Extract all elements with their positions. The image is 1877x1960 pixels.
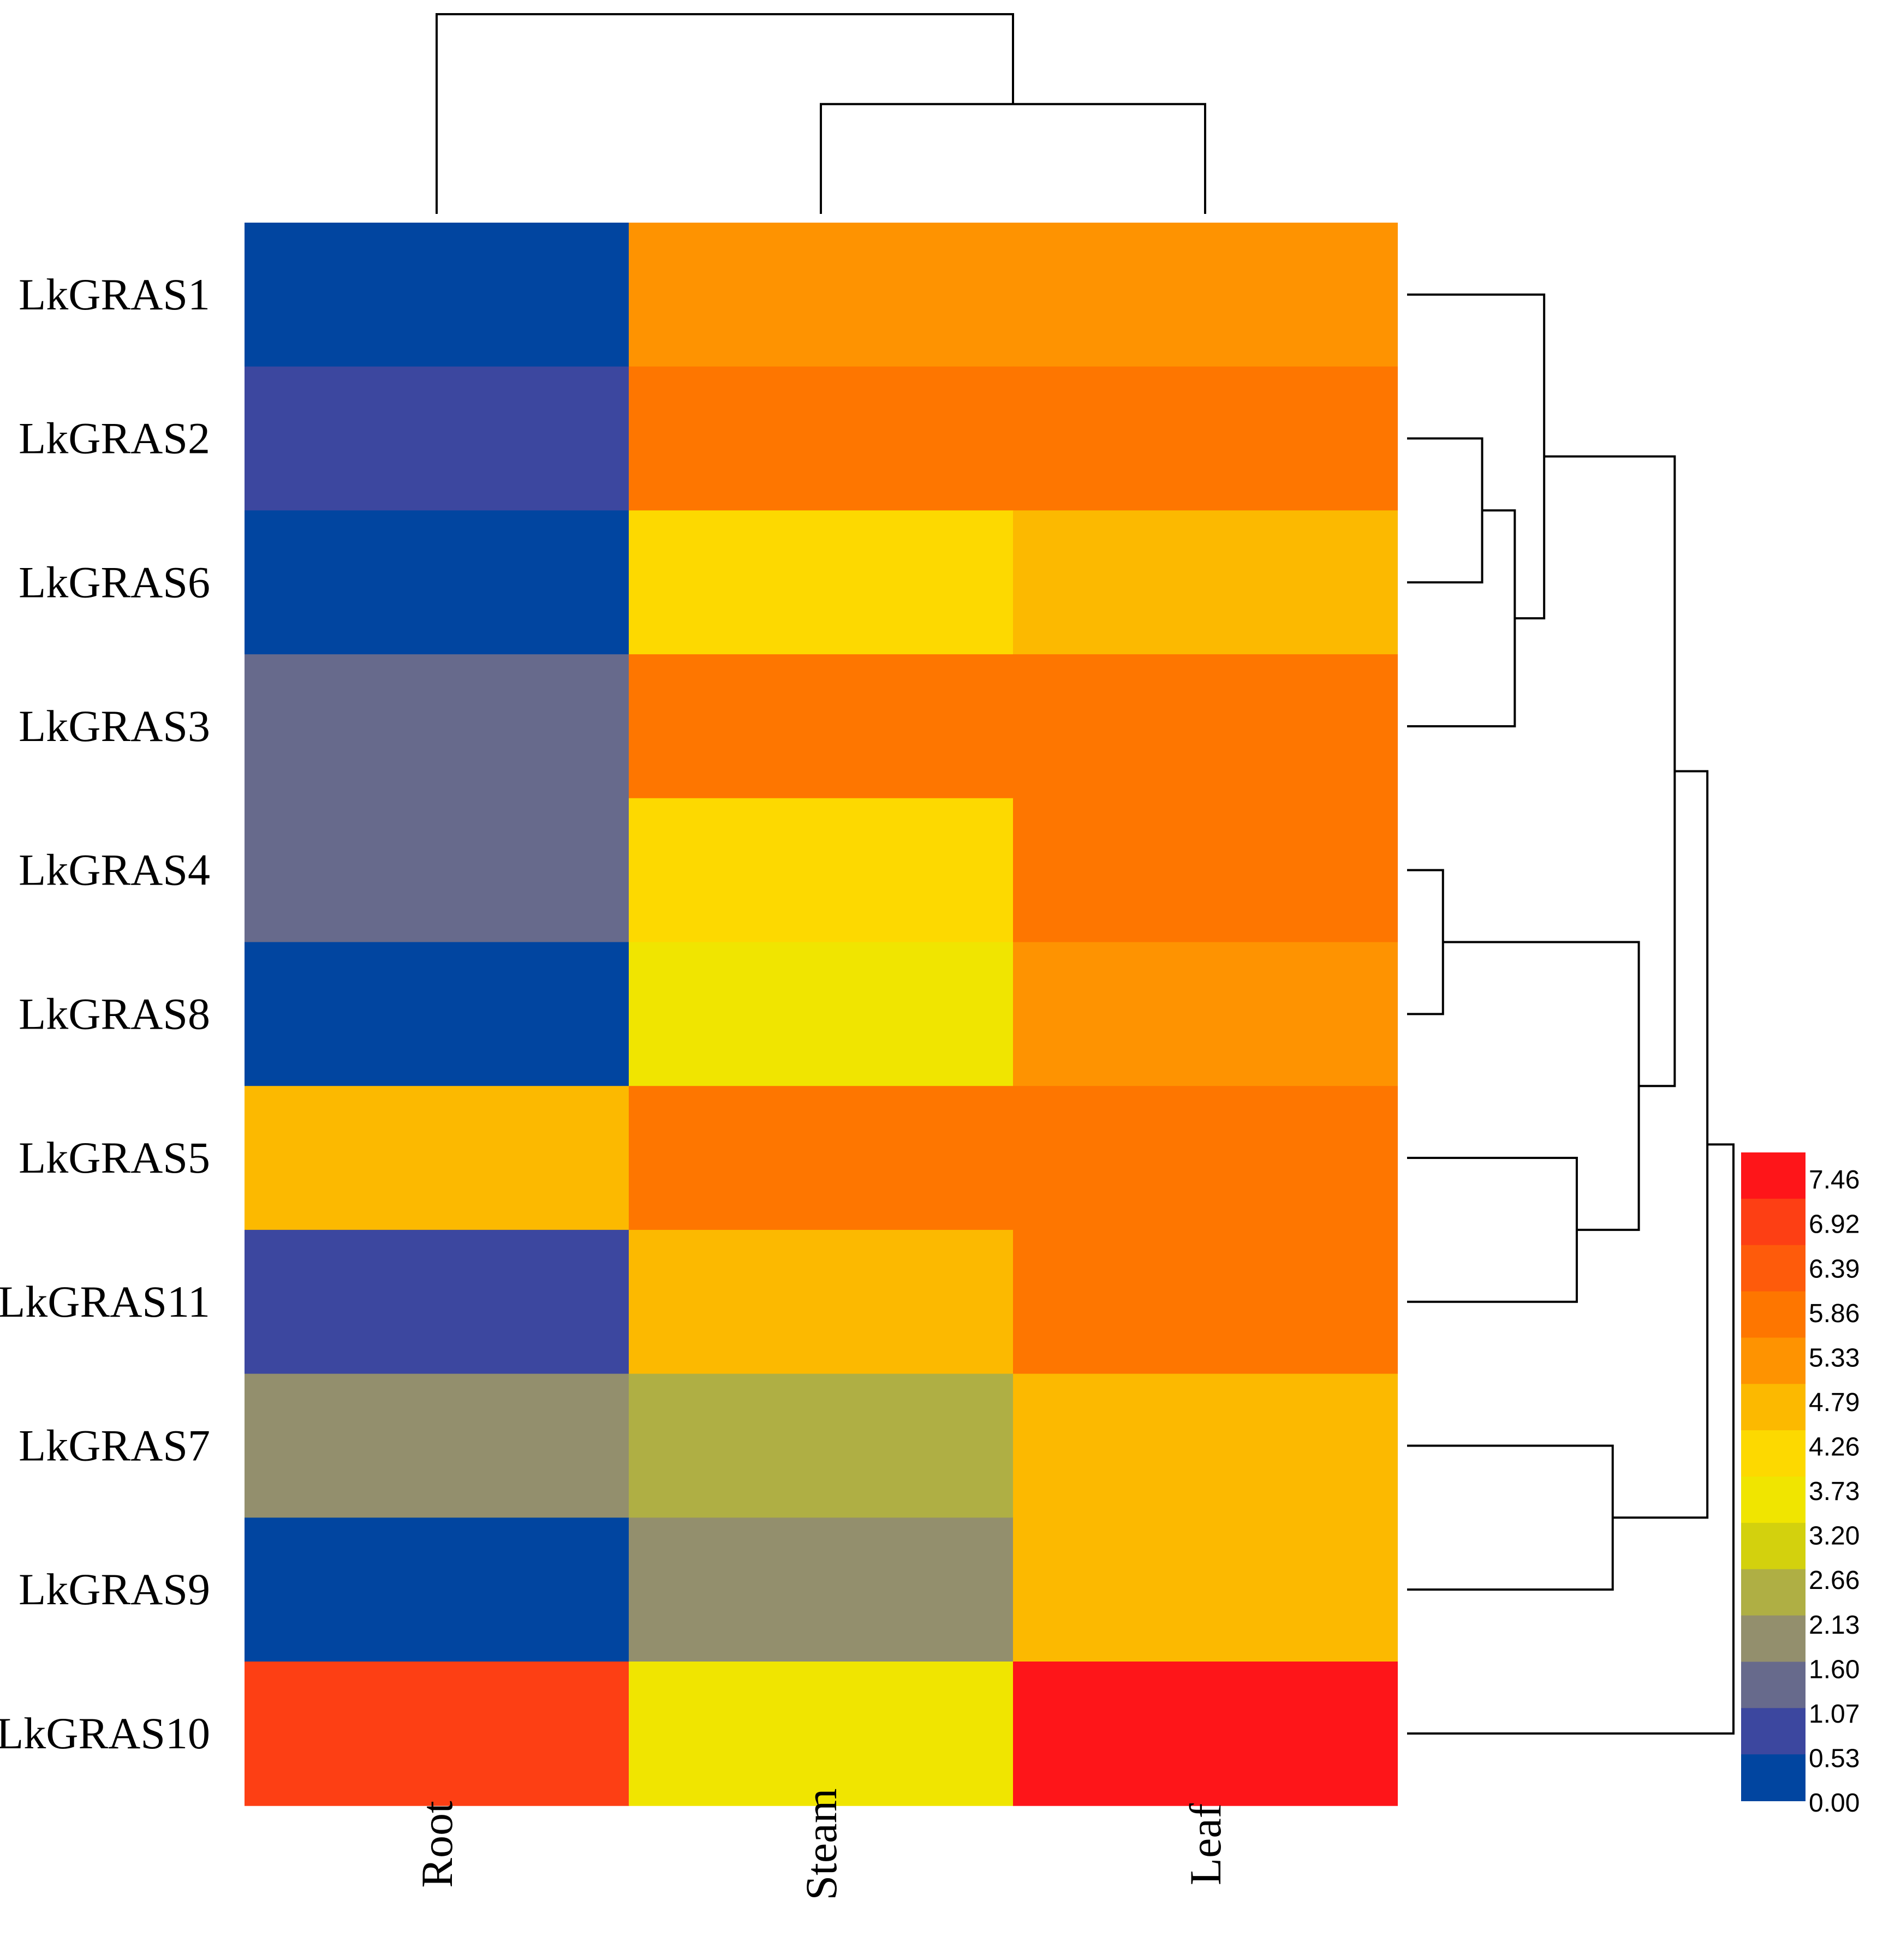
heatmap-cell-LkGRAS1-Root	[245, 223, 629, 367]
heatmap-cell-LkGRAS2-Root	[245, 366, 629, 511]
heatmap-cell-LkGRAS11-Steam	[629, 1229, 1014, 1375]
color-scale-swatch-6	[1741, 1522, 1806, 1570]
row-label-LkGRAS11: LkGRAS11	[0, 1277, 210, 1326]
color-scale-swatch-12	[1741, 1245, 1806, 1292]
color-scale-tick-3.73: 3.73	[1809, 1477, 1860, 1506]
heatmap-cell-LkGRAS3-Root	[245, 654, 629, 799]
color-scale-tick-1.07: 1.07	[1809, 1700, 1860, 1729]
heatmap-cell-LkGRAS2-Steam	[629, 366, 1014, 511]
row-label-LkGRAS10: LkGRAS10	[0, 1708, 210, 1758]
color-scale-swatch-14	[1741, 1152, 1806, 1199]
color-scale-swatch-9	[1741, 1384, 1806, 1431]
heatmap-cell-LkGRAS6-Leaf	[1013, 510, 1398, 655]
color-scale-swatch-8	[1741, 1430, 1806, 1477]
row-label-LkGRAS8: LkGRAS8	[19, 989, 210, 1038]
row-label-LkGRAS2: LkGRAS2	[19, 414, 210, 463]
row-label-LkGRAS5: LkGRAS5	[19, 1133, 210, 1182]
heatmap-cell-LkGRAS7-Leaf	[1013, 1373, 1398, 1519]
row-label-LkGRAS6: LkGRAS6	[19, 557, 210, 607]
row-dendrogram-branch-10	[1407, 1143, 1735, 1735]
heatmap-cell-LkGRAS10-Steam	[629, 1662, 1014, 1806]
color-scale-tick-0.53: 0.53	[1809, 1744, 1860, 1773]
heatmap-cell-LkGRAS4-Leaf	[1013, 798, 1398, 943]
color-scale-tick-6.92: 6.92	[1809, 1210, 1860, 1239]
color-scale-tick-5.33: 5.33	[1809, 1343, 1860, 1372]
row-label-LkGRAS3: LkGRAS3	[19, 701, 210, 751]
heatmap-cell-LkGRAS7-Steam	[629, 1373, 1014, 1519]
heatmap-cell-LkGRAS5-Root	[245, 1086, 629, 1230]
heatmap-cell-LkGRAS7-Root	[245, 1373, 629, 1519]
heatmap-cell-LkGRAS8-Steam	[629, 942, 1014, 1087]
color-scale-swatch-4	[1741, 1615, 1806, 1663]
color-scale-tick-5.86: 5.86	[1809, 1299, 1860, 1328]
color-scale-tick-0.00: 0.00	[1809, 1789, 1860, 1818]
heatmap-cell-LkGRAS10-Leaf	[1013, 1662, 1398, 1806]
heatmap-cell-LkGRAS11-Root	[245, 1229, 629, 1375]
row-label-LkGRAS4: LkGRAS4	[19, 845, 210, 895]
column-dendrogram-branch-root	[436, 13, 1014, 214]
heatmap-cell-LkGRAS5-Steam	[629, 1086, 1014, 1230]
heatmap-cell-LkGRAS1-Steam	[629, 223, 1014, 367]
color-scale-tick-3.20: 3.20	[1809, 1522, 1860, 1551]
heatmap-cell-LkGRAS8-Leaf	[1013, 942, 1398, 1087]
heatmap-cell-LkGRAS3-Steam	[629, 654, 1014, 799]
color-scale-swatch-2	[1741, 1708, 1806, 1755]
heatmap-cell-LkGRAS9-Root	[245, 1517, 629, 1662]
heatmap-cell-LkGRAS4-Steam	[629, 798, 1014, 943]
heatmap-cell-LkGRAS9-Leaf	[1013, 1517, 1398, 1662]
color-scale-tick-2.13: 2.13	[1809, 1611, 1860, 1640]
color-scale-tick-1.60: 1.60	[1809, 1655, 1860, 1684]
heatmap-cell-LkGRAS5-Leaf	[1013, 1086, 1398, 1230]
column-label-Steam: Steam	[796, 1789, 846, 1901]
column-label-Root: Root	[412, 1801, 462, 1888]
row-label-LkGRAS1: LkGRAS1	[19, 270, 210, 319]
color-scale-swatch-7	[1741, 1477, 1806, 1523]
color-scale-tick-7.46: 7.46	[1809, 1166, 1860, 1194]
color-scale-swatch-1	[1741, 1754, 1806, 1801]
color-scale-tick-2.66: 2.66	[1809, 1566, 1860, 1595]
heatmap-cell-LkGRAS6-Steam	[629, 510, 1014, 655]
color-scale-swatch-3	[1741, 1662, 1806, 1709]
color-scale-swatch-10	[1741, 1337, 1806, 1385]
color-scale-tick-4.79: 4.79	[1809, 1388, 1860, 1417]
heatmap-cell-LkGRAS8-Root	[245, 942, 629, 1087]
heatmap-cell-LkGRAS1-Leaf	[1013, 223, 1398, 367]
heatmap-cell-LkGRAS3-Leaf	[1013, 654, 1398, 799]
row-label-LkGRAS9: LkGRAS9	[19, 1564, 210, 1614]
color-scale-swatch-13	[1741, 1198, 1806, 1246]
heatmap-cell-LkGRAS10-Root	[245, 1662, 629, 1806]
row-label-LkGRAS7: LkGRAS7	[19, 1420, 210, 1470]
heatmap-cell-LkGRAS11-Leaf	[1013, 1229, 1398, 1375]
heatmap-cell-LkGRAS2-Leaf	[1013, 366, 1398, 511]
column-label-Leaf: Leaf	[1181, 1803, 1230, 1885]
heatmap-cell-LkGRAS6-Root	[245, 510, 629, 655]
color-scale-swatch-11	[1741, 1291, 1806, 1338]
color-scale-tick-6.39: 6.39	[1809, 1254, 1860, 1283]
heatmap-cell-LkGRAS9-Steam	[629, 1517, 1014, 1662]
heatmap-cell-LkGRAS4-Root	[245, 798, 629, 943]
color-scale-swatch-5	[1741, 1569, 1806, 1616]
color-scale-tick-4.26: 4.26	[1809, 1433, 1860, 1462]
